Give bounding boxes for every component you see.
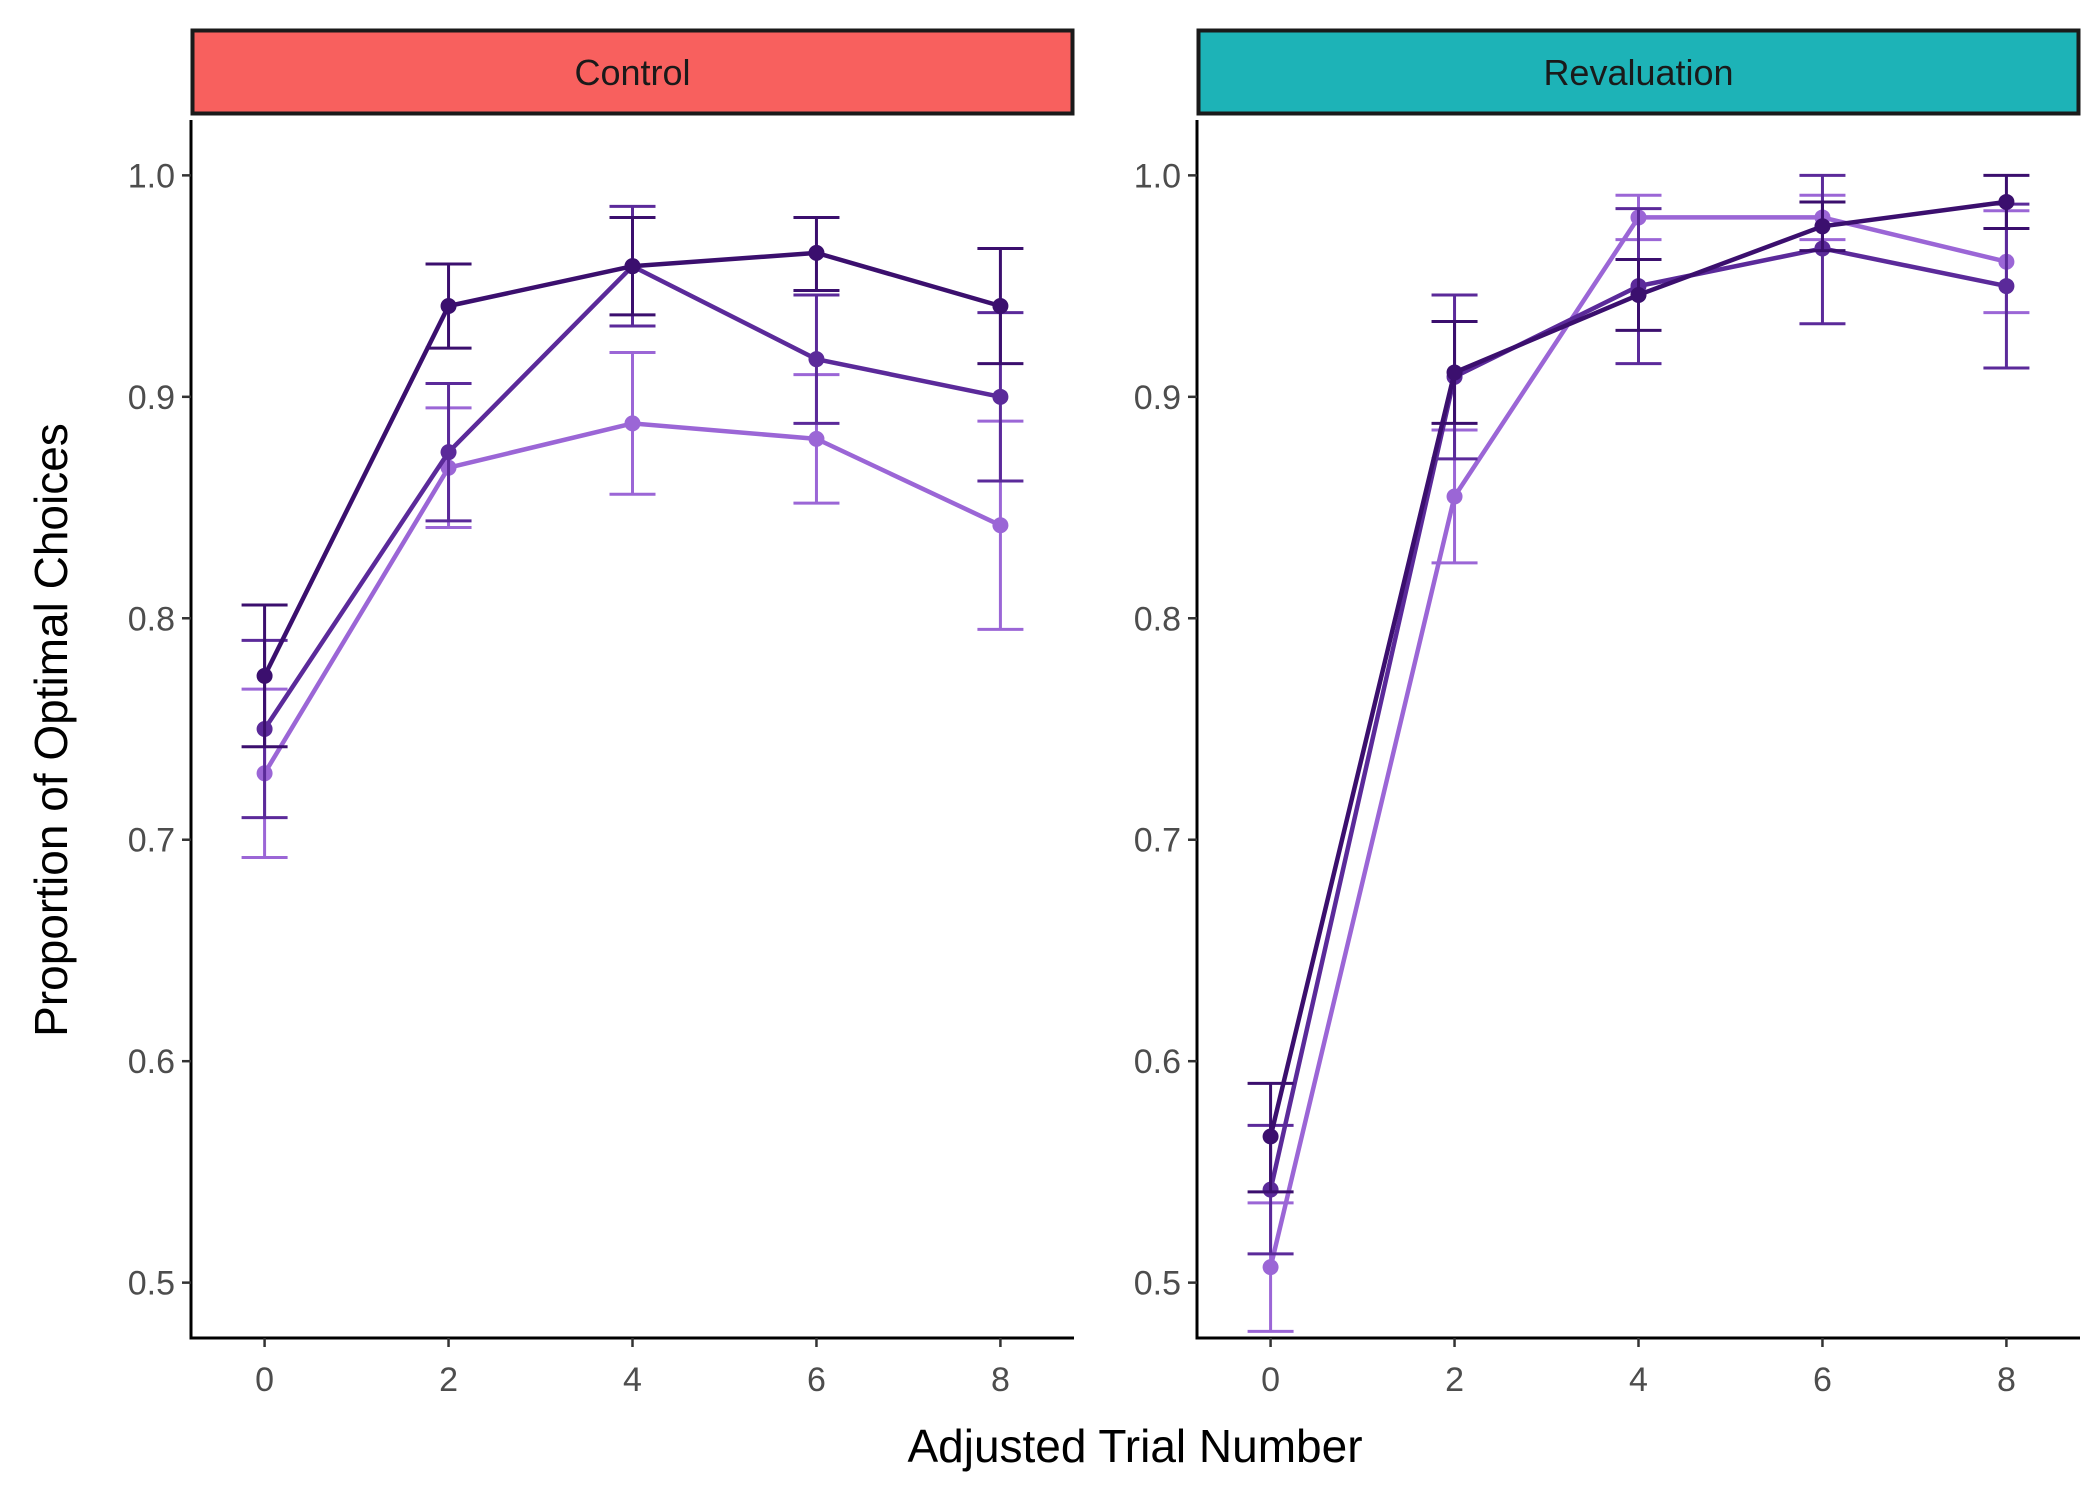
data-point <box>1262 1259 1279 1276</box>
y-tick-label: 0.9 <box>128 379 175 417</box>
facet-strip <box>190 28 1075 116</box>
facet-strip-label: Control <box>574 52 690 93</box>
data-point <box>808 430 825 447</box>
data-point <box>1262 1128 1279 1145</box>
data-point <box>440 298 457 315</box>
y-tick-label: 1.0 <box>1134 157 1181 195</box>
data-point <box>1998 193 2015 210</box>
y-tick-label: 0.6 <box>1134 1043 1181 1081</box>
data-point <box>1446 364 1463 381</box>
x-tick-label: 6 <box>1813 1361 1832 1399</box>
y-tick-label: 0.9 <box>1134 379 1181 417</box>
data-point <box>808 244 825 261</box>
x-axis-title: Adjusted Trial Number <box>907 1420 1362 1472</box>
series-1 <box>241 215 1024 749</box>
x-tick-label: 8 <box>1997 1361 2016 1399</box>
data-point <box>992 298 1009 315</box>
y-tick-label: 0.5 <box>1134 1265 1181 1303</box>
y-tick-label: 0.6 <box>128 1043 175 1081</box>
data-point <box>1630 286 1647 303</box>
data-point <box>808 351 825 368</box>
y-axis-title: Proportion of Optimal Choices <box>25 423 77 1037</box>
x-tick-label: 6 <box>807 1361 826 1399</box>
panel-control: Control 0.5 0.6 0.7 0.8 0.9 1.0 0 2 4 6 8 <box>128 28 1075 1399</box>
y-tick-label: 0.7 <box>128 822 175 860</box>
x-tick-label: 2 <box>439 1361 458 1399</box>
data-point <box>624 415 641 432</box>
data-point <box>1998 278 2015 295</box>
y-tick-label: 0.8 <box>128 600 175 638</box>
data-point <box>624 258 641 275</box>
data-point <box>992 388 1009 405</box>
y-tick-label: 0.5 <box>128 1265 175 1303</box>
x-tick-label: 0 <box>255 1361 274 1399</box>
facet-strip-label: Revaluation <box>1543 52 1733 93</box>
data-point <box>440 444 457 461</box>
facet-strip <box>1196 28 2081 116</box>
panel-revaluation: Revaluation 0.5 0.6 0.7 0.8 0.9 1.0 0 2 4 6 8 <box>1134 28 2081 1399</box>
data-point <box>1814 218 1831 235</box>
x-tick-label: 0 <box>1261 1361 1280 1399</box>
y-tick-label: 1.0 <box>128 157 175 195</box>
data-point <box>992 517 1009 534</box>
data-point <box>256 667 273 684</box>
series-1 <box>1247 173 2030 1194</box>
y-tick-label: 0.7 <box>1134 822 1181 860</box>
x-tick-label: 4 <box>623 1361 642 1399</box>
x-tick-label: 4 <box>1629 1361 1648 1399</box>
data-point <box>1446 488 1463 505</box>
y-tick-label: 0.8 <box>1134 600 1181 638</box>
x-tick-label: 2 <box>1445 1361 1464 1399</box>
x-tick-label: 8 <box>991 1361 1010 1399</box>
